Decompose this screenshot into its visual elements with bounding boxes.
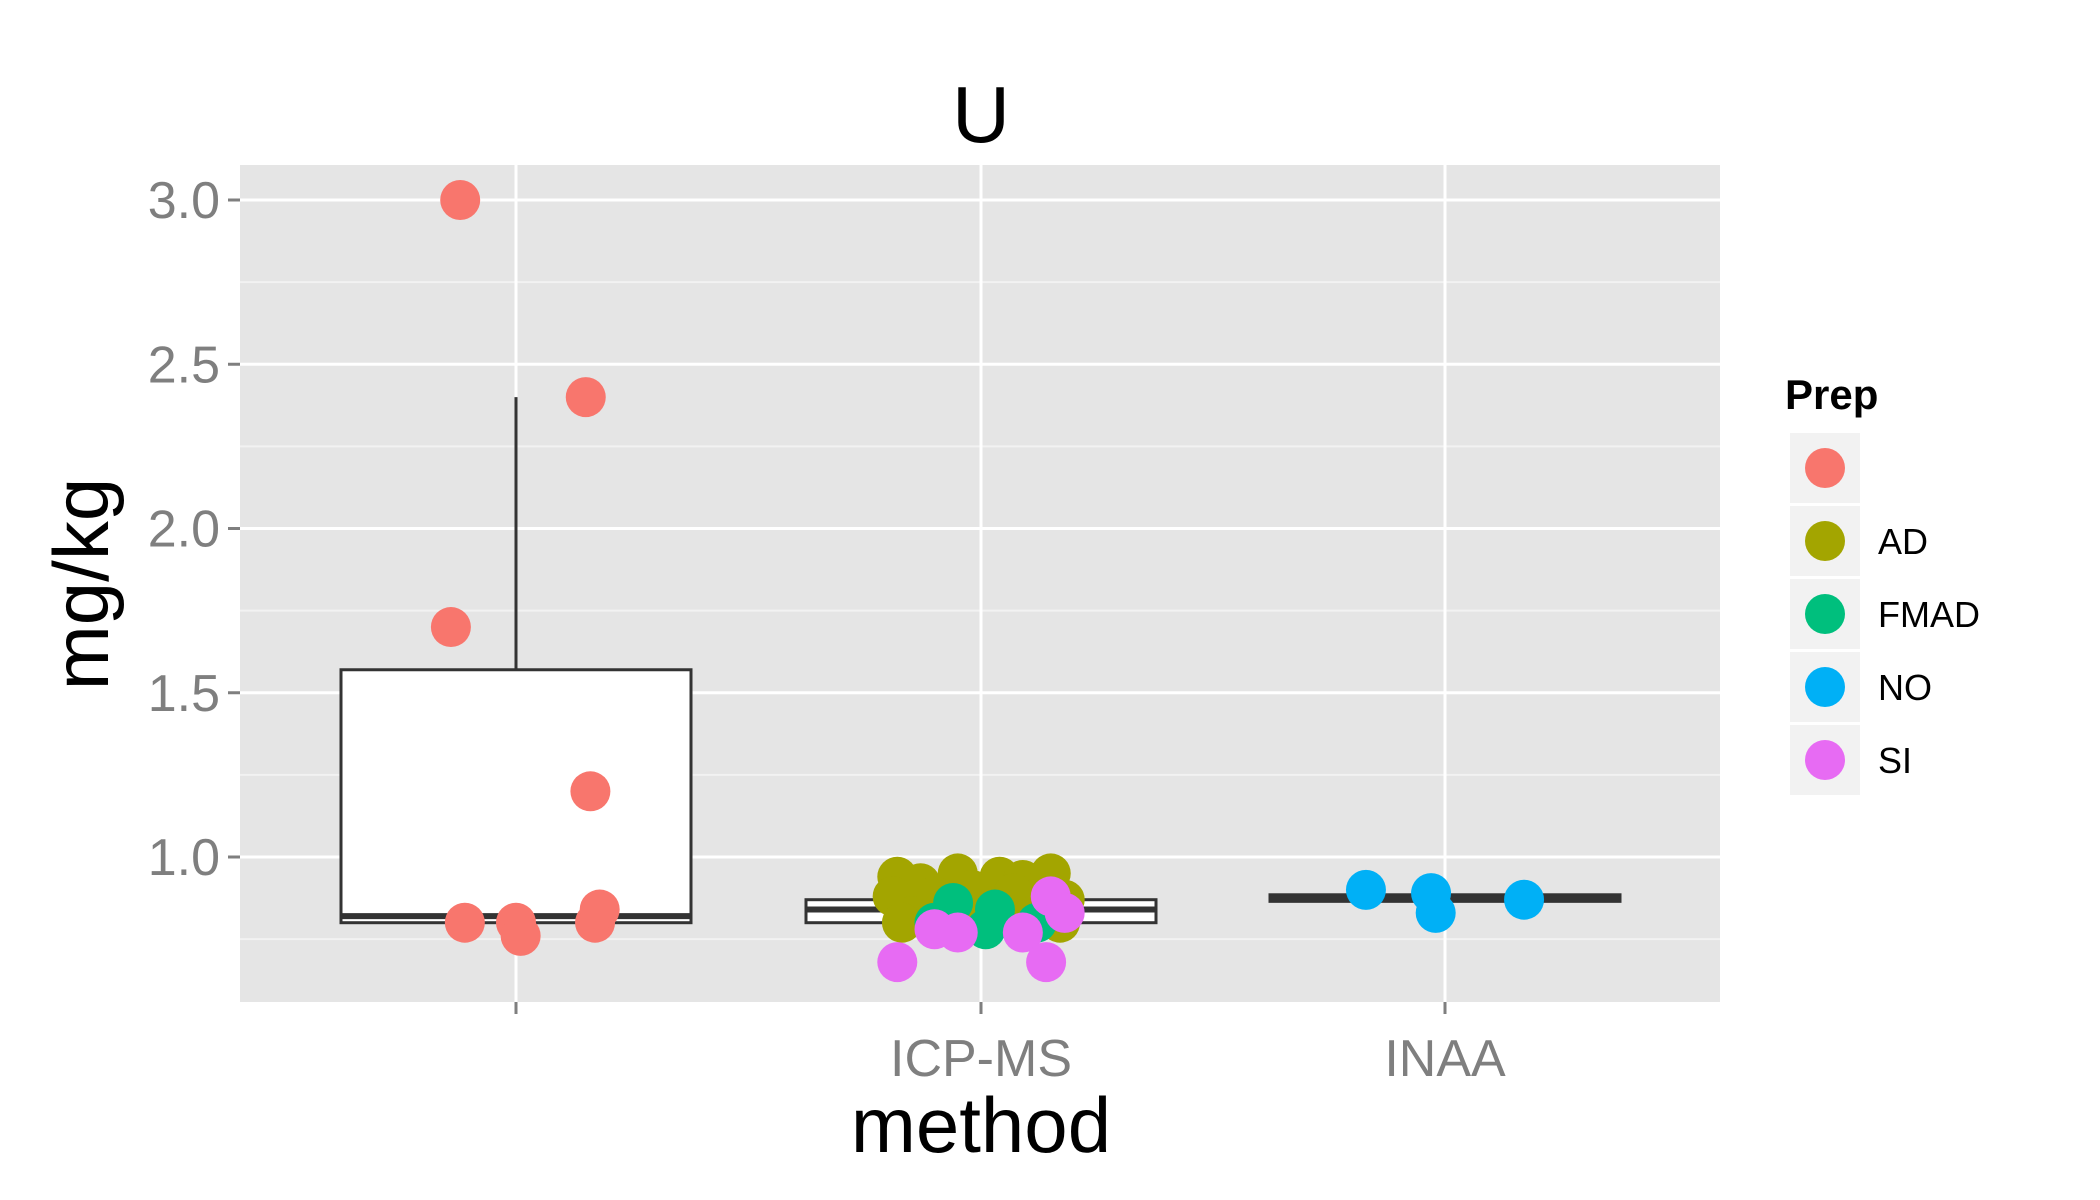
y-tick-label: 1.5 — [148, 665, 220, 723]
data-point — [565, 377, 606, 418]
legend-title: Prep — [1785, 371, 1878, 418]
data-point — [974, 889, 1015, 930]
legend-item — [1790, 433, 1860, 503]
data-point — [877, 942, 918, 983]
data-point — [881, 902, 922, 943]
data-point — [430, 607, 471, 648]
legend-label: AD — [1878, 521, 1928, 562]
legend-dot — [1805, 667, 1845, 707]
points-layer — [430, 180, 1545, 983]
data-point — [444, 902, 485, 943]
legend-dot — [1805, 448, 1845, 488]
legend-dot — [1805, 740, 1845, 780]
data-point — [1504, 879, 1545, 920]
x-axis-title: method — [851, 1081, 1111, 1169]
legend-item: SI — [1790, 725, 1912, 795]
legend-label: FMAD — [1878, 594, 1980, 635]
legend-item: NO — [1790, 652, 1932, 722]
legend: AD FMAD NO SI — [1790, 433, 1980, 795]
data-point — [570, 771, 611, 812]
x-axis: ICP-MS INAA — [514, 1002, 1506, 1088]
data-point — [1026, 942, 1067, 983]
legend-item: FMAD — [1790, 579, 1980, 649]
chart-title: U — [952, 70, 1010, 159]
y-axis: 1.0 1.5 2.0 2.5 3.0 — [148, 172, 240, 887]
data-point — [1415, 892, 1456, 933]
x-tick-label: ICP-MS — [890, 1030, 1072, 1088]
y-tick-label: 2.0 — [148, 501, 220, 559]
box-body — [339, 668, 693, 925]
data-point — [440, 180, 481, 220]
data-point — [937, 912, 978, 953]
data-point — [500, 915, 541, 956]
data-point — [579, 889, 620, 930]
legend-dot — [1805, 521, 1845, 561]
legend-label: NO — [1878, 667, 1932, 708]
x-tick-label: INAA — [1384, 1030, 1506, 1088]
y-axis-title: mg/kg — [37, 478, 125, 690]
data-point — [1002, 912, 1043, 953]
data-point — [1044, 892, 1085, 933]
legend-dot — [1805, 594, 1845, 634]
y-tick-label: 2.5 — [148, 336, 220, 394]
y-tick-label: 3.0 — [148, 172, 220, 230]
legend-item: AD — [1790, 506, 1928, 576]
legend-label: SI — [1878, 740, 1912, 781]
data-point — [1345, 869, 1386, 910]
y-tick-label: 1.0 — [148, 829, 220, 887]
